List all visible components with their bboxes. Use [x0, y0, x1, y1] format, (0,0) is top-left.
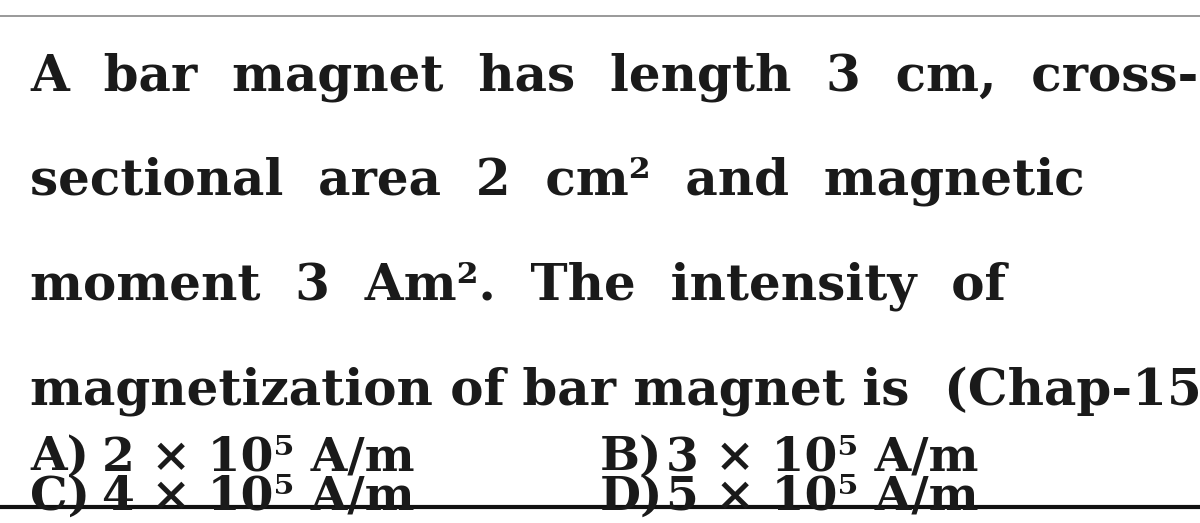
Text: A): A) [30, 434, 89, 480]
Text: magnetization of bar magnet is  (Chap-15): magnetization of bar magnet is (Chap-15) [30, 366, 1200, 416]
Text: A  bar  magnet  has  length  3  cm,  cross-: A bar magnet has length 3 cm, cross- [30, 52, 1199, 102]
Text: D): D) [600, 473, 664, 519]
Text: sectional  area  2  cm²  and  magnetic: sectional area 2 cm² and magnetic [30, 157, 1085, 207]
Text: B): B) [600, 434, 662, 480]
Text: moment  3  Am².  The  intensity  of: moment 3 Am². The intensity of [30, 262, 1006, 311]
Text: 5 × 10⁵ A/m: 5 × 10⁵ A/m [666, 473, 979, 519]
Text: 2 × 10⁵ A/m: 2 × 10⁵ A/m [102, 434, 415, 480]
Text: C): C) [30, 473, 90, 519]
Text: 3 × 10⁵ A/m: 3 × 10⁵ A/m [666, 434, 978, 480]
Text: 4 × 10⁵ A/m: 4 × 10⁵ A/m [102, 473, 415, 519]
